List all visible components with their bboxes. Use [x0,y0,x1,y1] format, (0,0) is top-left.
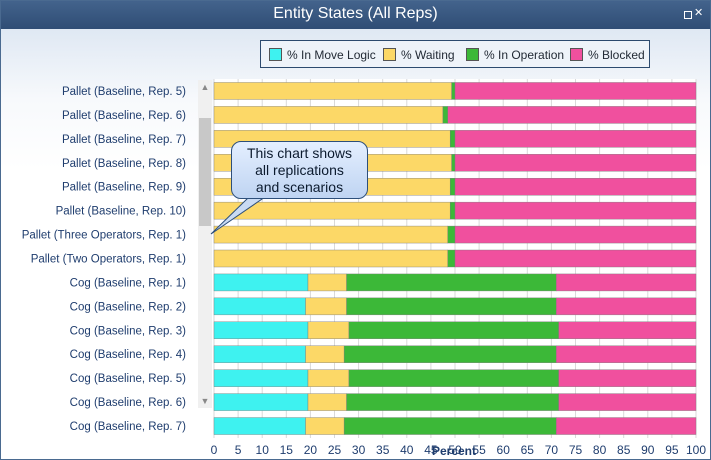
category-label: Pallet (Baseline, Rep. 8) [62,158,186,170]
bar-segment [558,321,697,339]
bar-segment [556,273,697,292]
legend-swatch-blocked [570,48,583,61]
legend-label: % In Operation [484,48,565,62]
bar-segment [454,154,697,172]
category-label: Cog (Baseline, Rep. 7) [70,421,187,433]
x-tick-label: 15 [280,443,294,457]
x-tick-label: 0 [211,443,218,457]
category-label: Pallet (Two Operators, Rep. 1) [31,254,186,266]
category-label: Pallet (Three Operators, Rep. 1) [22,230,186,242]
category-label: Cog (Baseline, Rep. 2) [70,301,187,313]
bar-segment [447,106,697,124]
legend-label: % Blocked [588,48,645,62]
window-title: Entity States (All Reps) [273,5,438,22]
x-axis-title: Percent [431,444,477,458]
category-label: Cog (Baseline, Rep. 3) [70,325,187,337]
x-tick-label: 35 [376,443,390,457]
x-tick-label: 80 [593,443,607,457]
legend-item-blocked[interactable]: % Blocked [570,48,645,62]
bar-segment [454,225,697,244]
legend-item-move-logic[interactable]: % In Move Logic [269,48,376,62]
bar-segment [556,417,697,435]
legend-label: % Waiting [401,48,455,62]
x-tick-label: 85 [617,443,631,457]
callout-pointer [210,196,267,235]
callout-line-3: and scenarios [255,179,344,195]
category-label: Pallet (Baseline, Rep. 5) [62,86,186,98]
x-tick-label: 75 [569,443,583,457]
x-tick-label: 45 [424,443,438,457]
window-controls: ✕ [684,6,704,21]
category-label: Pallet (Baseline, Rep. 7) [62,134,186,146]
x-tick-label: 95 [665,443,679,457]
bar-segment [454,201,697,220]
category-label: Cog (Baseline, Rep. 1) [70,277,187,289]
x-tick-label: 20 [304,443,318,457]
scroll-up-icon[interactable]: ▲ [200,82,210,92]
bar-segment [454,82,697,100]
chart-legend: % In Move Logic % Waiting % In Operation… [260,40,650,68]
x-tick-label: 25 [328,443,342,457]
category-label: Pallet (Baseline, Rep. 10) [56,206,187,218]
bar-segment [454,130,697,148]
bar-chart: Pallet (Baseline, Rep. 5) Pallet (Baselin… [22,79,706,457]
legend-item-in-operation[interactable]: % In Operation [466,48,564,62]
bar-segment [556,297,697,316]
vertical-scrollbar[interactable]: ▲ ▼ [198,80,212,408]
x-tick-label: 60 [497,443,511,457]
title-bar[interactable]: Entity States (All Reps) ✕ [1,1,710,29]
category-label: Cog (Baseline, Rep. 6) [70,397,187,409]
x-tick-label: 40 [400,443,414,457]
category-label: Cog (Baseline, Rep. 5) [70,373,187,385]
legend-label: % In Move Logic [287,48,376,62]
x-tick-label: 55 [472,443,486,457]
x-tick-label: 50 [448,443,462,457]
bar-segment [558,393,697,411]
bar-segment [558,369,697,387]
x-tick-label: 30 [352,443,366,457]
x-tick-label: 65 [521,443,535,457]
legend-swatch-move-logic [269,48,282,61]
x-tick-label: 5 [235,443,242,457]
legend-swatch-in-operation [466,48,479,61]
callout-bubble: This chart shows all replications and sc… [231,141,368,199]
legend-swatch-waiting [383,48,396,61]
x-tick-label: 90 [641,443,655,457]
x-tick-label: 100 [686,443,706,457]
bar-segment [454,177,697,196]
callout-line-2: all replications [255,162,344,178]
restore-icon[interactable] [684,11,692,19]
chart-area: % In Move Logic % Waiting % In Operation… [1,29,710,459]
bar-segment [454,249,697,268]
x-tick-label: 10 [256,443,270,457]
category-label: Pallet (Baseline, Rep. 9) [62,182,186,194]
category-label: Pallet (Baseline, Rep. 6) [62,110,186,122]
x-tick-label: 70 [545,443,559,457]
scroll-thumb[interactable] [199,118,211,226]
bar-segment [556,345,697,363]
category-label: Cog (Baseline, Rep. 4) [70,349,187,361]
close-icon[interactable]: ✕ [694,6,704,19]
legend-item-waiting[interactable]: % Waiting [383,48,455,62]
callout-line-1: This chart shows [246,145,353,161]
scroll-down-icon[interactable]: ▼ [200,396,210,406]
